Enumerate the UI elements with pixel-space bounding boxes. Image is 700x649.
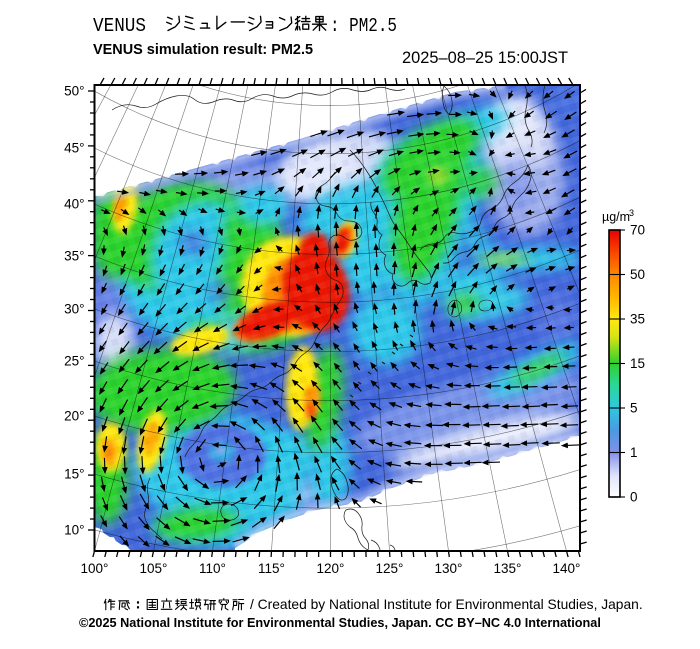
svg-text:105°: 105° [140,561,168,576]
svg-text:100°: 100° [81,561,109,576]
svg-text:45°: 45° [64,141,84,156]
svg-text:50: 50 [630,267,645,282]
svg-text:1: 1 [630,445,638,460]
svg-text:50°: 50° [64,84,84,99]
svg-text:20°: 20° [64,409,84,424]
svg-text:130°: 130° [435,561,463,576]
svg-text:35°: 35° [64,249,84,264]
svg-text:40°: 40° [64,197,84,212]
svg-text:135°: 135° [494,561,522,576]
svg-text:25°: 25° [64,354,84,369]
svg-text:/ Created by National Institut: / Created by National Institute for Envi… [250,597,643,612]
svg-text:VENUS: VENUS [93,15,146,37]
svg-text:115°: 115° [258,561,285,576]
svg-text:70: 70 [630,223,645,238]
svg-text:µg/m: µg/m [602,210,630,224]
svg-text:©2025 National Institute for E: ©2025 National Institute for Environment… [79,616,601,630]
svg-text:3: 3 [629,208,634,218]
svg-text:15°: 15° [64,467,84,482]
svg-text:: PM2.5: : PM2.5 [330,15,397,37]
svg-text:30°: 30° [64,302,84,317]
svg-text:0: 0 [630,490,638,505]
svg-text:120°: 120° [317,561,345,576]
svg-text:125°: 125° [376,561,404,576]
svg-text:140°: 140° [553,561,581,576]
svg-text:110°: 110° [199,561,226,576]
svg-text:VENUS simulation result: PM2.5: VENUS simulation result: PM2.5 [93,41,313,58]
svg-text:35: 35 [630,312,645,327]
svg-text:2025–08–25 15:00JST: 2025–08–25 15:00JST [402,48,568,67]
svg-text:15: 15 [630,356,645,371]
svg-text:5: 5 [630,401,638,416]
svg-text:10°: 10° [64,523,84,538]
